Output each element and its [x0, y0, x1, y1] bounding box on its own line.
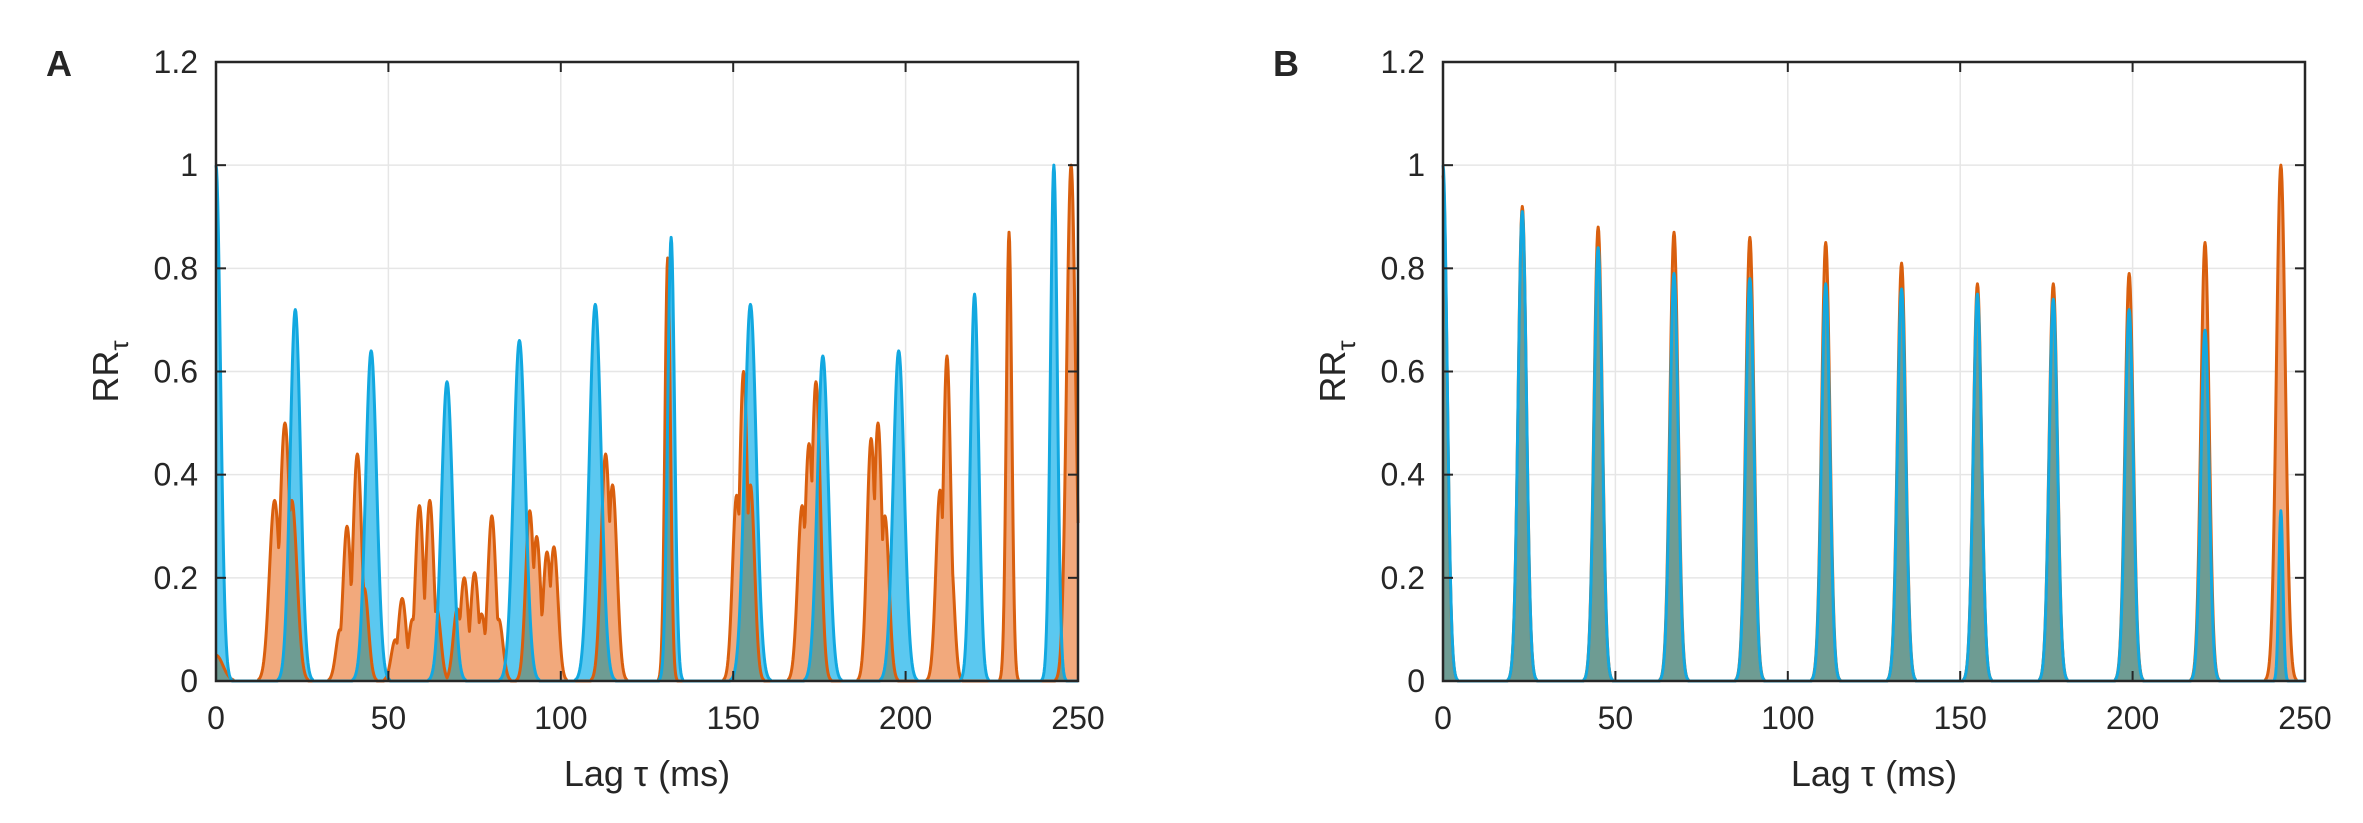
- y-tick-label-a: 0.4: [154, 457, 198, 493]
- ticks-b: 0 50 100 150 200 250 0 0.2 0.4 0.6 0.8 1 1.2: [1381, 44, 2332, 736]
- ticks-a: 0 50 100 150 200 250 0 0.2 0.4 0.6 0.8 1 1.2: [154, 44, 1105, 736]
- series-blue-area-a: [216, 165, 1078, 682]
- y-tick-label-b: 1: [1407, 147, 1425, 183]
- x-tick-label-b: 250: [2278, 700, 2331, 736]
- y-tick-label-a: 0.6: [154, 354, 198, 390]
- x-tick-label-a: 0: [207, 700, 225, 736]
- y-tick-label-a: 0: [180, 663, 198, 699]
- series-blue-area-b: [1443, 165, 2305, 682]
- y-tick-label-b: 0: [1407, 663, 1425, 699]
- y-axis-label-sub-a: τ: [104, 340, 134, 351]
- y-tick-label-b: 0.8: [1381, 250, 1425, 286]
- x-tick-label-b: 200: [2106, 700, 2159, 736]
- y-axis-label-main-b: RR: [1312, 351, 1353, 403]
- panel-letter-b: B: [1273, 43, 1299, 84]
- x-axis-label-b: Lag τ (ms): [1791, 753, 1957, 794]
- x-tick-label-b: 100: [1761, 700, 1814, 736]
- gridlines-b: [1442, 61, 2306, 682]
- series-blue-line-b: [1441, 164, 2306, 683]
- y-tick-label-a: 0.2: [154, 560, 198, 596]
- y-tick-label-b: 0.2: [1381, 560, 1425, 596]
- series-orange-line-b: [1441, 163, 2306, 683]
- x-tick-label-a: 200: [879, 700, 932, 736]
- panel-letter-a: A: [46, 43, 72, 84]
- x-tick-label-a: 150: [707, 700, 760, 736]
- areas-b: [1443, 165, 2305, 682]
- panel-b: B 0 50 100 150 200 250 0 0.2 0.4 0.6 0.8 1 1.2 Lag τ…: [1273, 43, 2332, 794]
- panel-a: A 0 50 100 150 200 250 0 0.2 0.4 0.6 0.8 1 1.2 Lag τ…: [46, 43, 1105, 794]
- y-tick-label-b: 0.6: [1381, 354, 1425, 390]
- x-axis-label-a: Lag τ (ms): [564, 753, 730, 794]
- series-orange-area-a: [216, 165, 1078, 682]
- x-tick-label-b: 50: [1598, 700, 1634, 736]
- x-tick-label-a: 250: [1051, 700, 1104, 736]
- x-tick-label-a: 50: [371, 700, 407, 736]
- lines-b: [1441, 163, 2306, 683]
- y-tick-label-a: 1: [180, 147, 198, 183]
- overlap-area-b: [1443, 175, 2305, 681]
- y-axis-label-main-a: RR: [85, 351, 126, 403]
- y-axis-label-a: RRτ: [85, 340, 134, 403]
- x-tick-label-b: 0: [1434, 700, 1452, 736]
- y-tick-label-a: 0.8: [154, 250, 198, 286]
- y-tick-label-a: 1.2: [154, 44, 198, 80]
- y-tick-label-b: 0.4: [1381, 457, 1425, 493]
- y-tick-label-b: 1.2: [1381, 44, 1425, 80]
- y-axis-label-b: RRτ: [1312, 340, 1361, 403]
- x-tick-label-b: 150: [1934, 700, 1987, 736]
- areas-a: [216, 165, 1078, 682]
- x-tick-label-a: 100: [534, 700, 587, 736]
- series-orange-area-b: [1443, 165, 2305, 682]
- y-axis-label-sub-b: τ: [1331, 340, 1361, 351]
